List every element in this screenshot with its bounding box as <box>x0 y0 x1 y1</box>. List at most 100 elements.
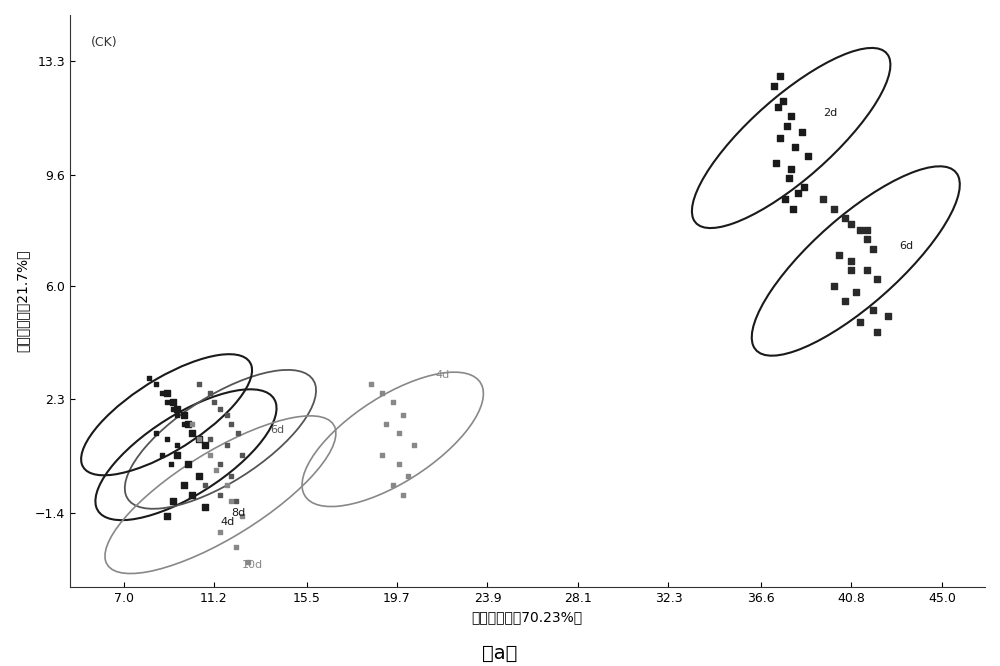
Point <box>141 372 157 383</box>
Point <box>779 121 795 131</box>
Point <box>378 419 394 430</box>
Point <box>781 172 797 183</box>
Point <box>197 480 213 491</box>
Point <box>783 163 799 174</box>
Point <box>843 256 859 266</box>
Point <box>159 397 175 408</box>
Point <box>163 459 179 470</box>
Text: 4d: 4d <box>220 517 235 527</box>
Point <box>228 496 244 506</box>
Point <box>772 71 788 82</box>
Point <box>768 157 784 168</box>
Text: 6d: 6d <box>270 425 284 435</box>
Point <box>794 127 810 137</box>
Point <box>859 265 875 276</box>
Point <box>385 480 401 491</box>
Point <box>770 102 786 113</box>
Point <box>202 450 218 460</box>
Point <box>234 450 250 460</box>
Point <box>176 480 192 491</box>
Point <box>191 434 207 445</box>
Point <box>223 496 239 506</box>
Point <box>219 440 235 451</box>
Point <box>374 450 390 460</box>
Text: 8d: 8d <box>231 508 245 518</box>
Point <box>223 419 239 430</box>
Point <box>219 480 235 491</box>
Point <box>395 490 411 500</box>
Point <box>363 379 379 390</box>
Point <box>869 274 885 285</box>
Point <box>230 428 246 438</box>
Point <box>184 419 200 430</box>
Point <box>212 490 228 500</box>
Point <box>865 305 881 316</box>
Point <box>837 212 853 223</box>
Point <box>184 428 200 438</box>
Point <box>790 188 806 198</box>
Point <box>197 440 213 451</box>
Point <box>165 496 181 506</box>
Point <box>180 419 196 430</box>
Point <box>400 471 416 482</box>
Point <box>154 388 170 398</box>
Point <box>865 243 881 254</box>
X-axis label: 第一主成分（70.23%）: 第一主成分（70.23%） <box>472 610 583 624</box>
Point <box>843 218 859 229</box>
Text: 4d: 4d <box>436 370 450 380</box>
Point <box>391 428 407 438</box>
Point <box>191 434 207 445</box>
Point <box>852 317 868 328</box>
Point <box>184 490 200 500</box>
Point <box>826 280 842 291</box>
Point <box>159 388 175 398</box>
Text: 2d: 2d <box>823 109 838 119</box>
Point <box>395 410 411 420</box>
Text: （a）: （a） <box>482 644 518 663</box>
Point <box>202 434 218 445</box>
Point <box>783 111 799 122</box>
Point <box>391 459 407 470</box>
Point <box>826 203 842 214</box>
Point <box>852 225 868 236</box>
Point <box>772 133 788 143</box>
Point <box>176 419 192 430</box>
Point <box>374 388 390 398</box>
Point <box>206 397 222 408</box>
Point <box>169 440 185 451</box>
Point <box>169 450 185 460</box>
Point <box>176 410 192 420</box>
Point <box>212 526 228 537</box>
Point <box>787 142 803 153</box>
Point <box>148 379 164 390</box>
Point <box>212 404 228 414</box>
Point <box>240 557 256 567</box>
Text: 10d: 10d <box>242 561 263 571</box>
Point <box>859 225 875 236</box>
Point <box>880 311 896 322</box>
Point <box>219 410 235 420</box>
Point <box>796 182 812 192</box>
Point <box>197 501 213 512</box>
Point <box>785 203 801 214</box>
Point <box>165 404 181 414</box>
Y-axis label: 第二主成分（21.7%）: 第二主成分（21.7%） <box>15 250 29 352</box>
Point <box>837 296 853 306</box>
Point <box>228 541 244 552</box>
Point <box>869 326 885 337</box>
Point <box>165 397 181 408</box>
Point <box>169 410 185 420</box>
Point <box>385 397 401 408</box>
Point <box>775 96 791 107</box>
Point <box>831 250 847 260</box>
Text: (CK): (CK) <box>91 36 118 49</box>
Point <box>406 440 422 451</box>
Point <box>223 471 239 482</box>
Point <box>169 404 185 414</box>
Point <box>777 194 793 205</box>
Point <box>208 465 224 476</box>
Point <box>159 511 175 521</box>
Point <box>202 388 218 398</box>
Point <box>212 459 228 470</box>
Point <box>859 234 875 245</box>
